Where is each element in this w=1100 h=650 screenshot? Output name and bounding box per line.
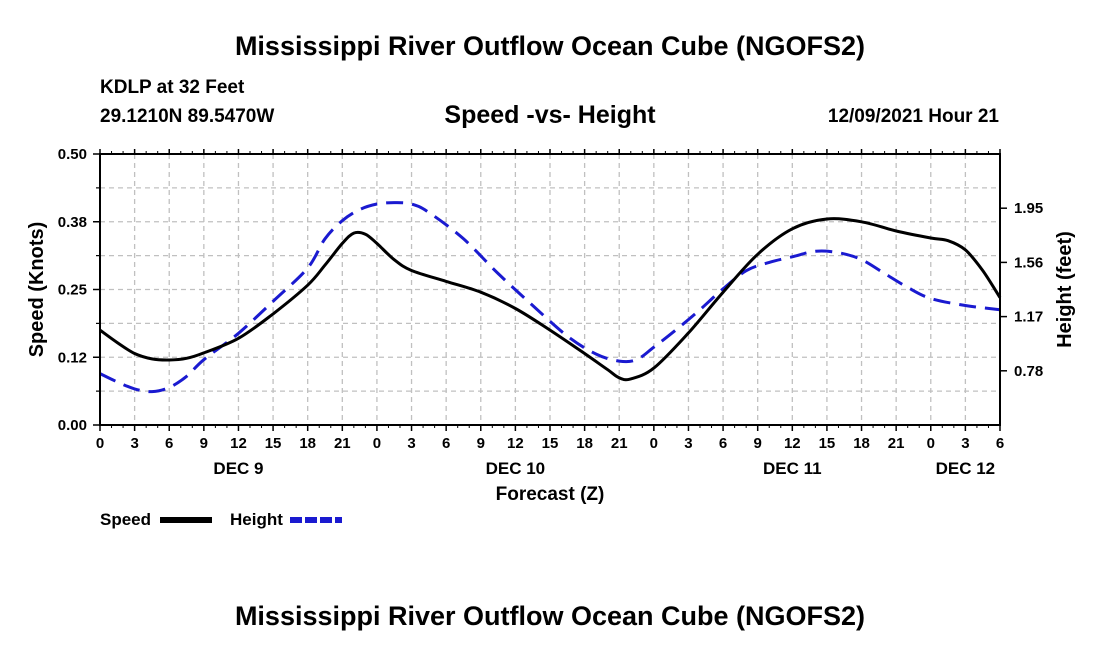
- day-label: DEC 12: [936, 459, 996, 478]
- x-tick-label: 15: [819, 435, 836, 452]
- y-tick-label: 0.12: [58, 349, 87, 366]
- y2-tick-label: 0.78: [1014, 363, 1043, 380]
- x-tick-label: 3: [130, 435, 138, 452]
- x-tick-label: 9: [477, 435, 485, 452]
- x-tick-label: 15: [265, 435, 282, 452]
- x-tick-label: 3: [961, 435, 969, 452]
- speed-series-line: [99, 217, 1002, 382]
- x-tick-label: 18: [853, 435, 870, 452]
- series-lines: [99, 201, 1002, 394]
- x-tick-label: 21: [334, 435, 351, 452]
- main-title: Mississippi River Outflow Ocean Cube (NG…: [234, 31, 866, 61]
- x-tick-label: 18: [299, 435, 316, 452]
- legend-label-height: Height: [230, 510, 283, 529]
- y2-tick-label: 1.95: [1014, 200, 1043, 217]
- x-tick-label: 0: [650, 435, 658, 452]
- legend-label-speed: Speed: [100, 510, 151, 529]
- x-tick-label: 12: [230, 435, 247, 452]
- y2-tick-label: 1.17: [1014, 309, 1043, 326]
- x-tick-label: 18: [576, 435, 593, 452]
- y-tick-label: 0.38: [58, 214, 87, 231]
- footer-title: Mississippi River Outflow Ocean Cube (NG…: [234, 601, 866, 631]
- chart-title: Speed -vs- Height: [444, 101, 656, 129]
- day-label: DEC 9: [213, 459, 263, 478]
- day-label: DEC 10: [486, 459, 546, 478]
- x-tick-label: 21: [611, 435, 628, 452]
- grid-lines: [100, 154, 1000, 425]
- x-tick-label: 3: [684, 435, 692, 452]
- y-tick-label: 0.50: [58, 146, 87, 163]
- day-label: DEC 11: [763, 459, 822, 478]
- y-axis-label: Speed (Knots): [26, 222, 48, 358]
- y2-axis-label: Height (feet): [1054, 231, 1076, 348]
- x-tick-label: 21: [888, 435, 905, 452]
- x-tick-label: 3: [407, 435, 415, 452]
- x-tick-label: 0: [927, 435, 935, 452]
- y2-tick-label: 1.56: [1014, 254, 1043, 271]
- x-tick-label: 6: [719, 435, 727, 452]
- station-name: KDLP at 32 Feet: [100, 77, 245, 98]
- x-axis-label: Forecast (Z): [496, 484, 605, 505]
- legend: Speed Height: [100, 510, 342, 529]
- x-tick-label: 0: [373, 435, 381, 452]
- x-tick-label: 12: [507, 435, 524, 452]
- x-tick-label: 9: [200, 435, 208, 452]
- axes: 0 3 6 9 12 15 18 21 0 3 6 9 12 15 18 21 0 3 6 9 12 15 18 21 0 3 6 0…: [58, 146, 1043, 478]
- y-tick-label: 0.00: [58, 417, 87, 434]
- x-tick-label: 12: [784, 435, 801, 452]
- x-tick-label: 6: [442, 435, 450, 452]
- x-tick-label: 0: [96, 435, 104, 452]
- x-tick-label: 15: [542, 435, 559, 452]
- x-tick-label: 6: [165, 435, 173, 452]
- y-tick-label: 0.25: [58, 282, 87, 299]
- forecast-datetime: 12/09/2021 Hour 21: [827, 106, 999, 127]
- x-tick-label: 9: [754, 435, 762, 452]
- station-coordinates: 29.1210N 89.5470W: [100, 106, 275, 127]
- x-tick-label: 6: [996, 435, 1004, 452]
- height-series-line: [99, 201, 1001, 394]
